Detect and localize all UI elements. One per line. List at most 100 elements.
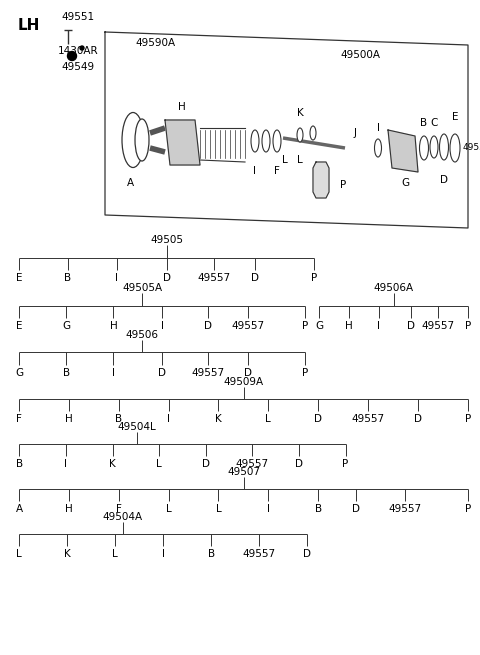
Text: 49507: 49507 bbox=[227, 467, 260, 477]
Text: 49504L: 49504L bbox=[117, 422, 156, 432]
Text: E: E bbox=[16, 321, 23, 331]
Circle shape bbox=[68, 52, 76, 60]
Ellipse shape bbox=[374, 139, 382, 157]
Text: 49505A: 49505A bbox=[122, 283, 162, 293]
Text: I: I bbox=[115, 273, 118, 283]
Text: F: F bbox=[16, 414, 22, 424]
Text: B: B bbox=[208, 549, 215, 559]
Text: 1430AR: 1430AR bbox=[58, 46, 98, 56]
Text: D: D bbox=[163, 273, 171, 283]
Text: K: K bbox=[64, 549, 71, 559]
Ellipse shape bbox=[310, 126, 316, 140]
Polygon shape bbox=[388, 130, 418, 172]
Text: D: D bbox=[440, 175, 448, 185]
Text: L: L bbox=[265, 414, 271, 424]
Text: D: D bbox=[314, 414, 322, 424]
Circle shape bbox=[80, 46, 84, 50]
Ellipse shape bbox=[420, 136, 429, 160]
Text: 49557: 49557 bbox=[191, 368, 224, 378]
Text: D: D bbox=[414, 414, 422, 424]
Text: I: I bbox=[64, 459, 67, 469]
Text: L: L bbox=[16, 549, 22, 559]
Text: F: F bbox=[274, 166, 280, 176]
Text: L: L bbox=[282, 155, 288, 165]
Text: D: D bbox=[204, 321, 212, 331]
Text: 49504A: 49504A bbox=[103, 512, 143, 522]
Text: G: G bbox=[62, 321, 71, 331]
Text: H: H bbox=[109, 321, 117, 331]
Text: B: B bbox=[63, 368, 70, 378]
Ellipse shape bbox=[440, 134, 448, 160]
Text: 49557: 49557 bbox=[351, 414, 384, 424]
Text: L: L bbox=[297, 155, 303, 165]
Text: B: B bbox=[16, 459, 23, 469]
Text: A: A bbox=[16, 504, 23, 514]
Text: 49557: 49557 bbox=[421, 321, 455, 331]
Text: L: L bbox=[112, 549, 118, 559]
Text: K: K bbox=[109, 459, 116, 469]
Text: L: L bbox=[156, 459, 162, 469]
Text: L: L bbox=[216, 504, 221, 514]
Ellipse shape bbox=[450, 134, 460, 162]
Text: D: D bbox=[295, 459, 303, 469]
Text: E: E bbox=[16, 273, 23, 283]
Text: 49509A: 49509A bbox=[224, 377, 264, 387]
Text: G: G bbox=[315, 321, 323, 331]
Text: 49549: 49549 bbox=[61, 62, 95, 72]
Ellipse shape bbox=[135, 119, 149, 161]
Text: B: B bbox=[314, 504, 322, 514]
Text: J: J bbox=[353, 128, 357, 138]
Text: I: I bbox=[376, 123, 380, 133]
Text: H: H bbox=[178, 102, 186, 112]
Text: P: P bbox=[465, 321, 471, 331]
Text: D: D bbox=[202, 459, 210, 469]
Ellipse shape bbox=[262, 130, 270, 152]
Text: 49500A: 49500A bbox=[340, 50, 380, 60]
Text: 49557: 49557 bbox=[242, 549, 276, 559]
Text: I: I bbox=[167, 414, 170, 424]
Text: P: P bbox=[311, 273, 318, 283]
Text: H: H bbox=[65, 414, 73, 424]
Text: 49505: 49505 bbox=[150, 235, 183, 245]
Text: 49506: 49506 bbox=[125, 330, 158, 340]
Text: B: B bbox=[420, 118, 428, 128]
Ellipse shape bbox=[122, 113, 144, 168]
Text: D: D bbox=[252, 273, 259, 283]
Text: I: I bbox=[162, 549, 165, 559]
Text: I: I bbox=[112, 368, 115, 378]
Text: 49557: 49557 bbox=[197, 273, 230, 283]
Text: D: D bbox=[244, 368, 252, 378]
Text: K: K bbox=[297, 108, 303, 118]
Text: B: B bbox=[64, 273, 72, 283]
Text: P: P bbox=[342, 459, 349, 469]
Text: D: D bbox=[408, 321, 416, 331]
Text: P: P bbox=[465, 504, 471, 514]
Text: A: A bbox=[126, 178, 133, 188]
Text: E: E bbox=[452, 112, 458, 122]
Text: C: C bbox=[430, 118, 438, 128]
Text: 49551: 49551 bbox=[61, 12, 95, 22]
Ellipse shape bbox=[430, 136, 438, 158]
Text: K: K bbox=[215, 414, 222, 424]
Text: I: I bbox=[267, 504, 270, 514]
Text: I: I bbox=[253, 166, 256, 176]
Text: I: I bbox=[160, 321, 164, 331]
Text: P: P bbox=[301, 368, 308, 378]
Text: 49557: 49557 bbox=[236, 459, 269, 469]
Text: L: L bbox=[166, 504, 171, 514]
Text: P: P bbox=[465, 414, 471, 424]
Ellipse shape bbox=[273, 130, 281, 152]
Text: F: F bbox=[116, 504, 122, 514]
Polygon shape bbox=[313, 162, 329, 198]
Text: I: I bbox=[377, 321, 380, 331]
Text: P: P bbox=[340, 180, 346, 190]
Ellipse shape bbox=[297, 128, 303, 142]
Text: H: H bbox=[345, 321, 353, 331]
Text: 49557: 49557 bbox=[231, 321, 264, 331]
Text: 49557: 49557 bbox=[389, 504, 422, 514]
Text: D: D bbox=[352, 504, 360, 514]
Text: LH: LH bbox=[18, 18, 40, 33]
Text: P: P bbox=[301, 321, 308, 331]
Text: D: D bbox=[303, 549, 311, 559]
Text: 49557: 49557 bbox=[463, 143, 480, 153]
